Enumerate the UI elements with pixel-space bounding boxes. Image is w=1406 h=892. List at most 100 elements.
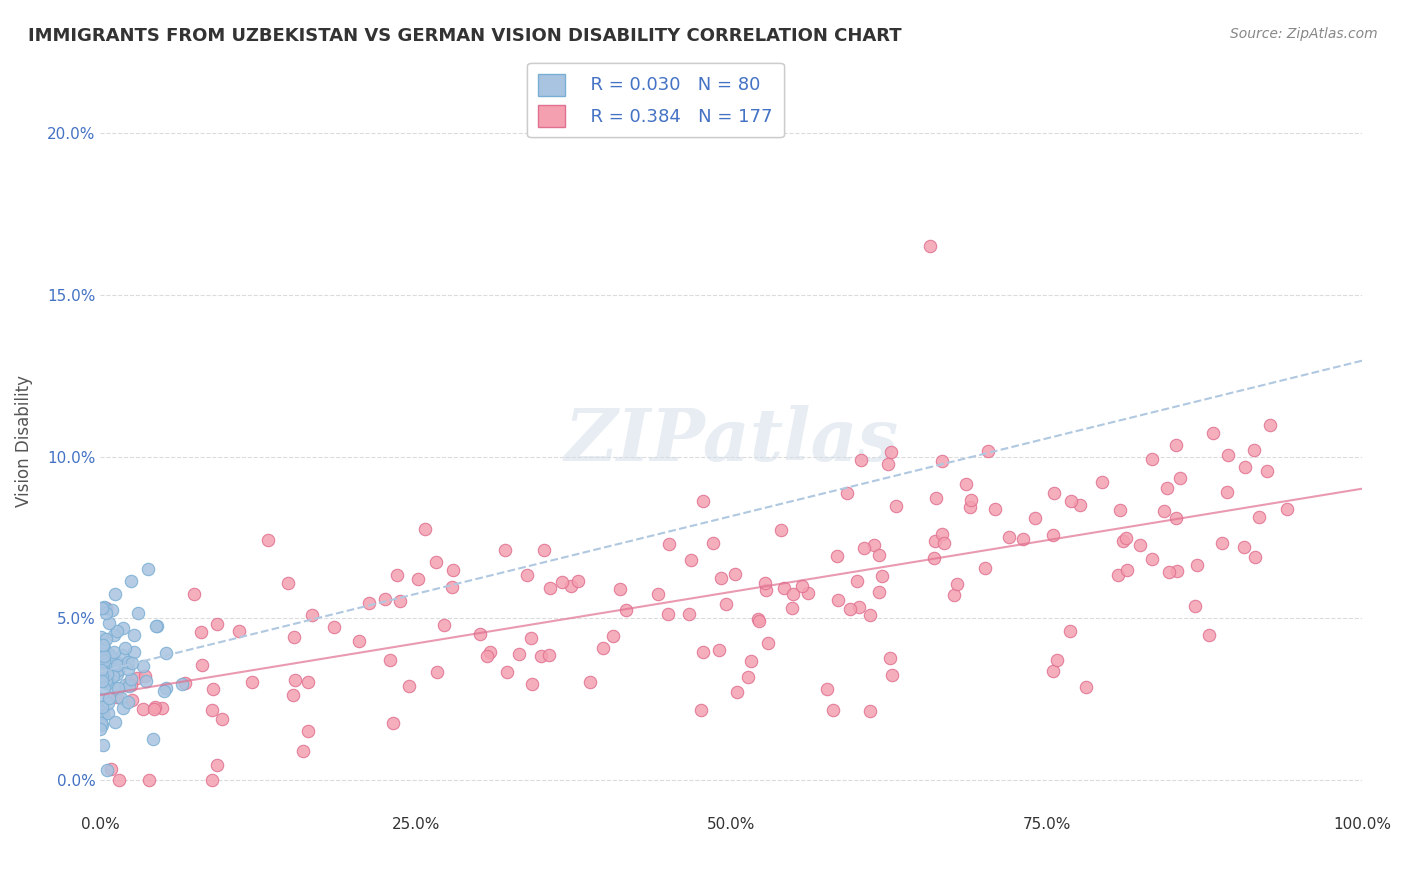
Germans (477, 648, 499, 663)
Immigrants from Uzbekistan (112, 700, 135, 714)
Germans (1159, 565, 1181, 579)
Immigrants from Uzbekistan (90, 657, 112, 672)
Germans (441, 563, 464, 577)
Immigrants from Uzbekistan (120, 672, 142, 686)
Immigrants from Uzbekistan (98, 648, 121, 662)
Germans (357, 596, 380, 610)
Germans (579, 674, 602, 689)
Immigrants from Uzbekistan (103, 644, 125, 658)
Germans (780, 601, 803, 615)
Germans (441, 580, 464, 594)
Germans (284, 673, 307, 687)
Germans (1091, 475, 1114, 489)
Immigrants from Uzbekistan (90, 669, 112, 683)
Germans (201, 703, 224, 717)
Germans (1233, 460, 1256, 475)
Immigrants from Uzbekistan (120, 574, 142, 588)
Germans (959, 500, 981, 514)
Germans (125, 671, 148, 685)
Immigrants from Uzbekistan (122, 645, 145, 659)
Germans (772, 581, 794, 595)
Immigrants from Uzbekistan (90, 630, 112, 644)
Germans (1198, 628, 1220, 642)
Germans (848, 599, 870, 614)
Text: IMMIGRANTS FROM UZBEKISTAN VS GERMAN VISION DISABILITY CORRELATION CHART: IMMIGRANTS FROM UZBEKISTAN VS GERMAN VIS… (28, 27, 901, 45)
Germans (955, 476, 977, 491)
Immigrants from Uzbekistan (118, 679, 141, 693)
Germans (868, 585, 890, 599)
Germans (138, 773, 160, 788)
Germans (880, 668, 903, 682)
Immigrants from Uzbekistan (93, 601, 115, 615)
Germans (614, 603, 637, 617)
Germans (389, 594, 412, 608)
Germans (1109, 503, 1132, 517)
Germans (754, 576, 776, 591)
Germans (602, 629, 624, 643)
Germans (381, 715, 404, 730)
Immigrants from Uzbekistan (97, 706, 120, 720)
Germans (997, 530, 1019, 544)
Germans (1115, 531, 1137, 545)
Germans (678, 607, 700, 621)
Germans (520, 677, 543, 691)
Germans (1156, 481, 1178, 495)
Germans (183, 587, 205, 601)
Germans (942, 588, 965, 602)
Germans (782, 587, 804, 601)
Immigrants from Uzbekistan (153, 683, 176, 698)
Germans (1244, 550, 1267, 565)
Immigrants from Uzbekistan (93, 692, 115, 706)
Germans (1166, 564, 1188, 578)
Germans (281, 688, 304, 702)
Germans (1042, 664, 1064, 678)
Immigrants from Uzbekistan (96, 673, 118, 687)
Germans (692, 645, 714, 659)
Germans (859, 607, 882, 622)
Germans (96, 601, 118, 615)
Immigrants from Uzbekistan (103, 628, 125, 642)
Immigrants from Uzbekistan (100, 603, 122, 617)
Germans (1069, 498, 1091, 512)
Immigrants from Uzbekistan (91, 661, 114, 675)
Immigrants from Uzbekistan (101, 669, 124, 683)
Germans (877, 457, 900, 471)
Germans (870, 568, 893, 582)
Immigrants from Uzbekistan (94, 632, 117, 646)
Immigrants from Uzbekistan (97, 647, 120, 661)
Germans (283, 630, 305, 644)
Germans (118, 676, 141, 690)
Germans (1216, 448, 1239, 462)
Germans (792, 579, 814, 593)
Immigrants from Uzbekistan (91, 704, 114, 718)
Germans (121, 693, 143, 707)
Germans (679, 552, 702, 566)
Germans (1243, 443, 1265, 458)
Germans (710, 571, 733, 585)
Germans (977, 444, 1000, 458)
Germans (1202, 425, 1225, 440)
Germans (191, 658, 214, 673)
Immigrants from Uzbekistan (138, 562, 160, 576)
Germans (592, 641, 614, 656)
Immigrants from Uzbekistan (110, 690, 132, 705)
Germans (323, 620, 346, 634)
Immigrants from Uzbekistan (112, 621, 135, 635)
Germans (150, 700, 173, 714)
Immigrants from Uzbekistan (142, 731, 165, 746)
Germans (385, 567, 408, 582)
Immigrants from Uzbekistan (107, 667, 129, 681)
Immigrants from Uzbekistan (114, 678, 136, 692)
Germans (257, 533, 280, 548)
Immigrants from Uzbekistan (132, 659, 155, 673)
Germans (845, 574, 868, 588)
Immigrants from Uzbekistan (105, 657, 128, 672)
Immigrants from Uzbekistan (107, 663, 129, 677)
Immigrants from Uzbekistan (107, 681, 129, 695)
Germans (932, 536, 955, 550)
Immigrants from Uzbekistan (155, 646, 177, 660)
Germans (1060, 493, 1083, 508)
Germans (120, 678, 142, 692)
Germans (851, 452, 873, 467)
Immigrants from Uzbekistan (96, 676, 118, 690)
